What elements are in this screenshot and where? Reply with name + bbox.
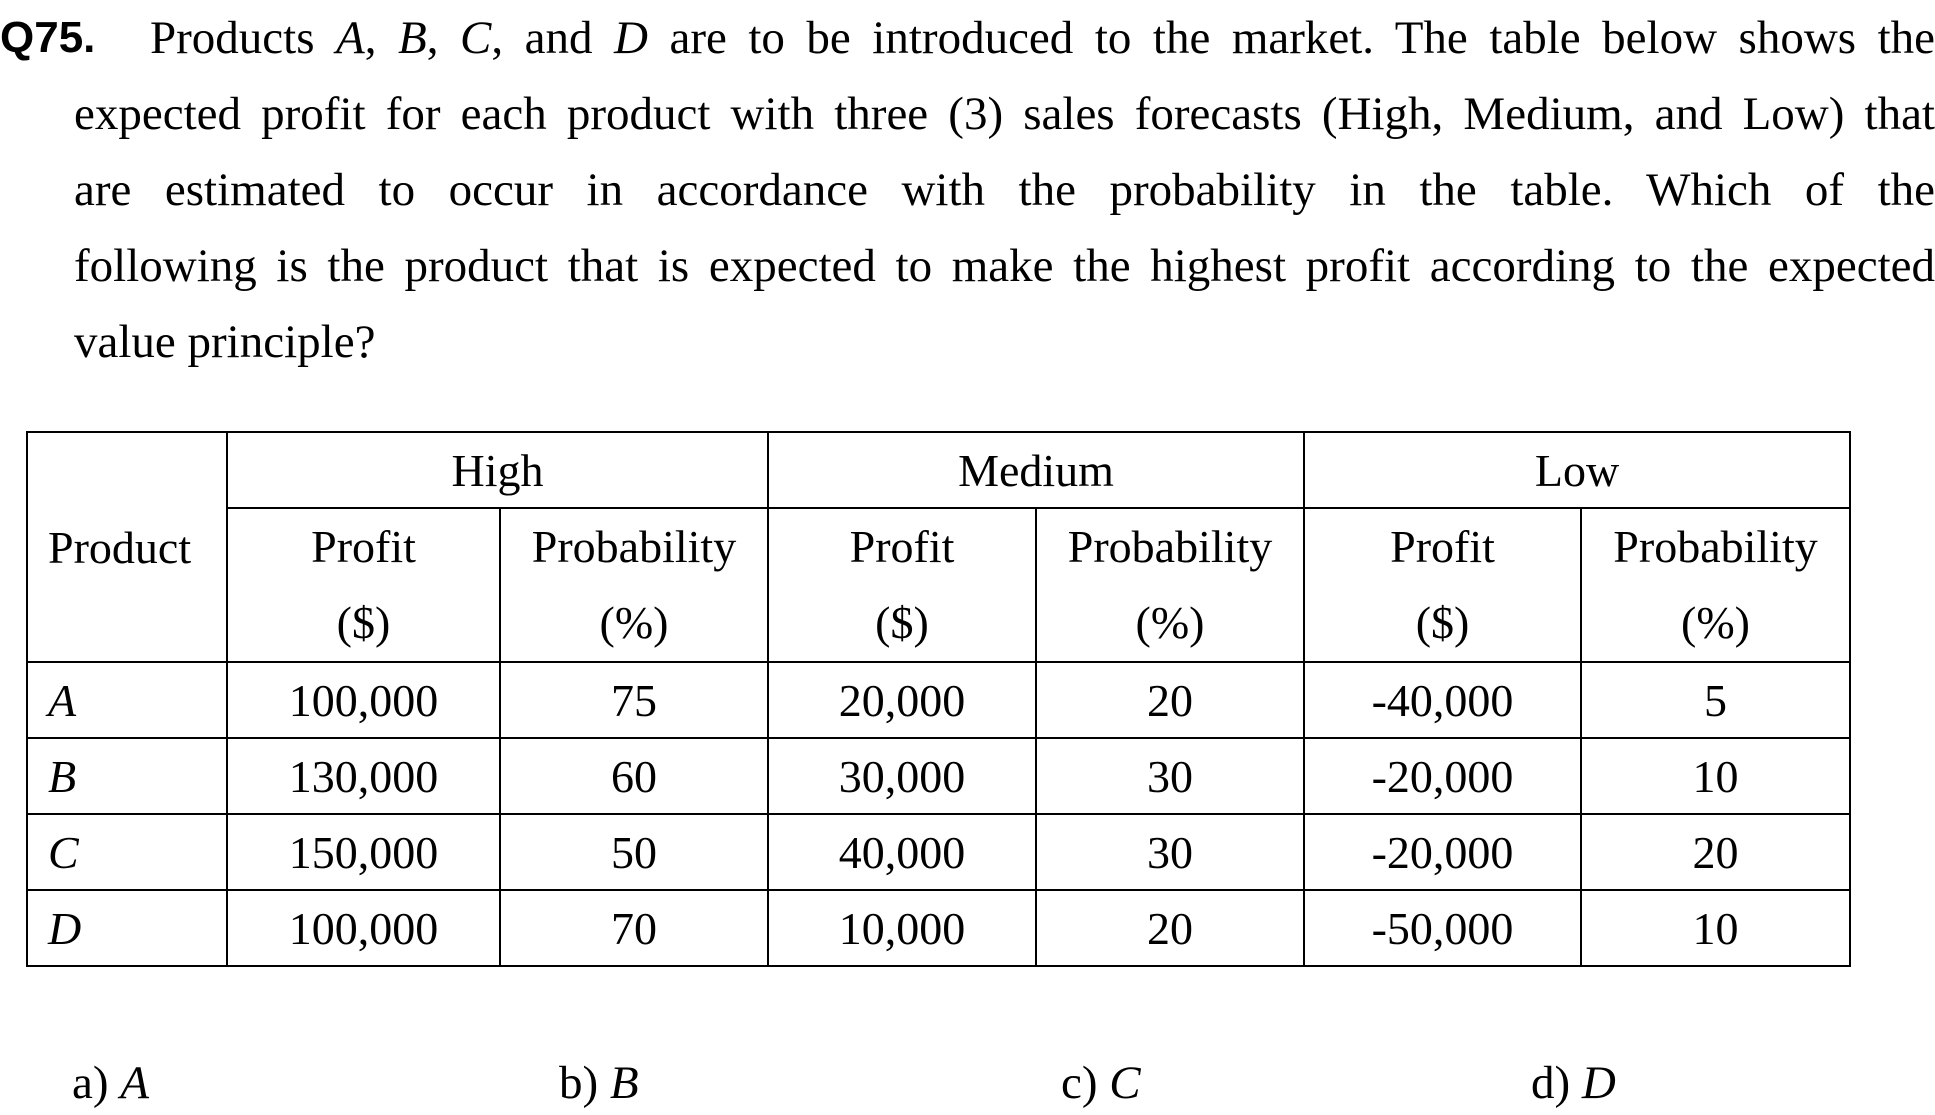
product-name: D <box>26 889 228 967</box>
question-text: following is the product that is expecte… <box>74 240 1935 292</box>
table-cell: 20 <box>1034 661 1306 739</box>
question: Q75. Products A, B, C, and D are to be i… <box>0 0 1935 380</box>
product-name: B <box>26 737 228 815</box>
question-line: following is the product that is expecte… <box>74 228 1935 304</box>
table-cell: 10,000 <box>767 889 1037 967</box>
table-cell: -40,000 <box>1303 661 1583 739</box>
profit-table: Product High Medium Low Profit ($) Proba… <box>26 431 1852 967</box>
probability-header: Probability (%) <box>1580 507 1852 663</box>
table-row: C 150,000 50 40,000 30 -20,000 20 <box>26 813 1852 891</box>
answer-letter: C <box>1109 1057 1141 1109</box>
table-cell: 30 <box>1034 813 1306 891</box>
answer-letter: B <box>609 1057 639 1109</box>
table-row: D 100,000 70 10,000 20 -50,000 10 <box>26 889 1852 967</box>
profit-header: Profit ($) <box>767 507 1037 663</box>
table-cell: 150,000 <box>226 813 501 891</box>
table-row: A 100,000 75 20,000 20 -40,000 5 <box>26 661 1852 739</box>
table-cell: 100,000 <box>226 661 501 739</box>
answer-prefix: d) <box>1531 1057 1582 1109</box>
table-cell: 5 <box>1580 661 1852 739</box>
table-cell: -20,000 <box>1303 737 1583 815</box>
question-number: Q75. <box>0 13 96 62</box>
table-cell: -20,000 <box>1303 813 1583 891</box>
question-text: Products <box>150 12 337 64</box>
question-text: are estimated to occur in accordance wit… <box>74 164 1935 216</box>
question-line: value principle? <box>74 304 1935 380</box>
question-text: are to be introduced to the market. The … <box>647 12 1935 64</box>
table-cell: 75 <box>499 661 769 739</box>
table-cell: 20 <box>1034 889 1306 967</box>
table-cell: 50 <box>499 813 769 891</box>
table-cell: 30,000 <box>767 737 1037 815</box>
question-line: expected profit for each product with th… <box>74 76 1935 152</box>
question-text: , and <box>491 12 614 64</box>
group-header-high: High <box>226 431 769 509</box>
question-text: expected profit for each product with th… <box>74 88 1935 140</box>
product-name: C <box>26 813 228 891</box>
table-row: B 130,000 60 30,000 30 -20,000 10 <box>26 737 1852 815</box>
profit-header: Profit ($) <box>226 507 501 663</box>
table-cell: 30 <box>1034 737 1306 815</box>
question-line: Q75. Products A, B, C, and D are to be i… <box>0 0 1935 76</box>
table-cell: 20 <box>1580 813 1852 891</box>
table-cell: -50,000 <box>1303 889 1583 967</box>
table-cell: 60 <box>499 737 769 815</box>
probability-header: Probability (%) <box>499 507 769 663</box>
question-line: are estimated to occur in accordance wit… <box>74 152 1935 228</box>
answer-prefix: c) <box>1061 1057 1110 1109</box>
answer-option-c[interactable]: c) C <box>1061 1056 1141 1110</box>
group-header-medium: Medium <box>766 431 1306 509</box>
answer-option-d[interactable]: d) D <box>1531 1056 1616 1110</box>
table-cell: 100,000 <box>226 889 501 967</box>
table-cell: 130,000 <box>226 737 501 815</box>
question-variable: D <box>614 12 648 64</box>
answer-letter: A <box>120 1057 149 1109</box>
table-cell: 20,000 <box>767 661 1037 739</box>
answer-letter: D <box>1581 1057 1616 1109</box>
question-text: , <box>364 12 398 64</box>
product-name: A <box>26 661 228 739</box>
table-cell: 40,000 <box>767 813 1037 891</box>
question-variable: C <box>459 12 492 64</box>
answer-prefix: a) <box>72 1057 121 1109</box>
question-text: value principle? <box>74 316 376 368</box>
question-text: , <box>426 12 460 64</box>
table-cell: 70 <box>499 889 769 967</box>
answer-option-a[interactable]: a) A <box>72 1056 149 1110</box>
probability-header: Probability (%) <box>1034 507 1306 663</box>
table-cell: 10 <box>1580 737 1852 815</box>
table-cell: 10 <box>1580 889 1852 967</box>
question-variable: A <box>336 12 365 64</box>
profit-header: Profit ($) <box>1303 507 1583 663</box>
product-header: Product <box>26 431 228 663</box>
answer-option-b[interactable]: b) B <box>559 1056 639 1110</box>
question-variable: B <box>398 12 427 64</box>
group-header-low: Low <box>1303 431 1852 509</box>
answer-prefix: b) <box>559 1057 610 1109</box>
